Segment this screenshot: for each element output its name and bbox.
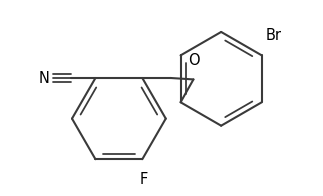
Text: Br: Br: [266, 28, 282, 43]
Text: N: N: [39, 71, 50, 85]
Text: F: F: [140, 172, 148, 187]
Text: O: O: [188, 53, 199, 68]
